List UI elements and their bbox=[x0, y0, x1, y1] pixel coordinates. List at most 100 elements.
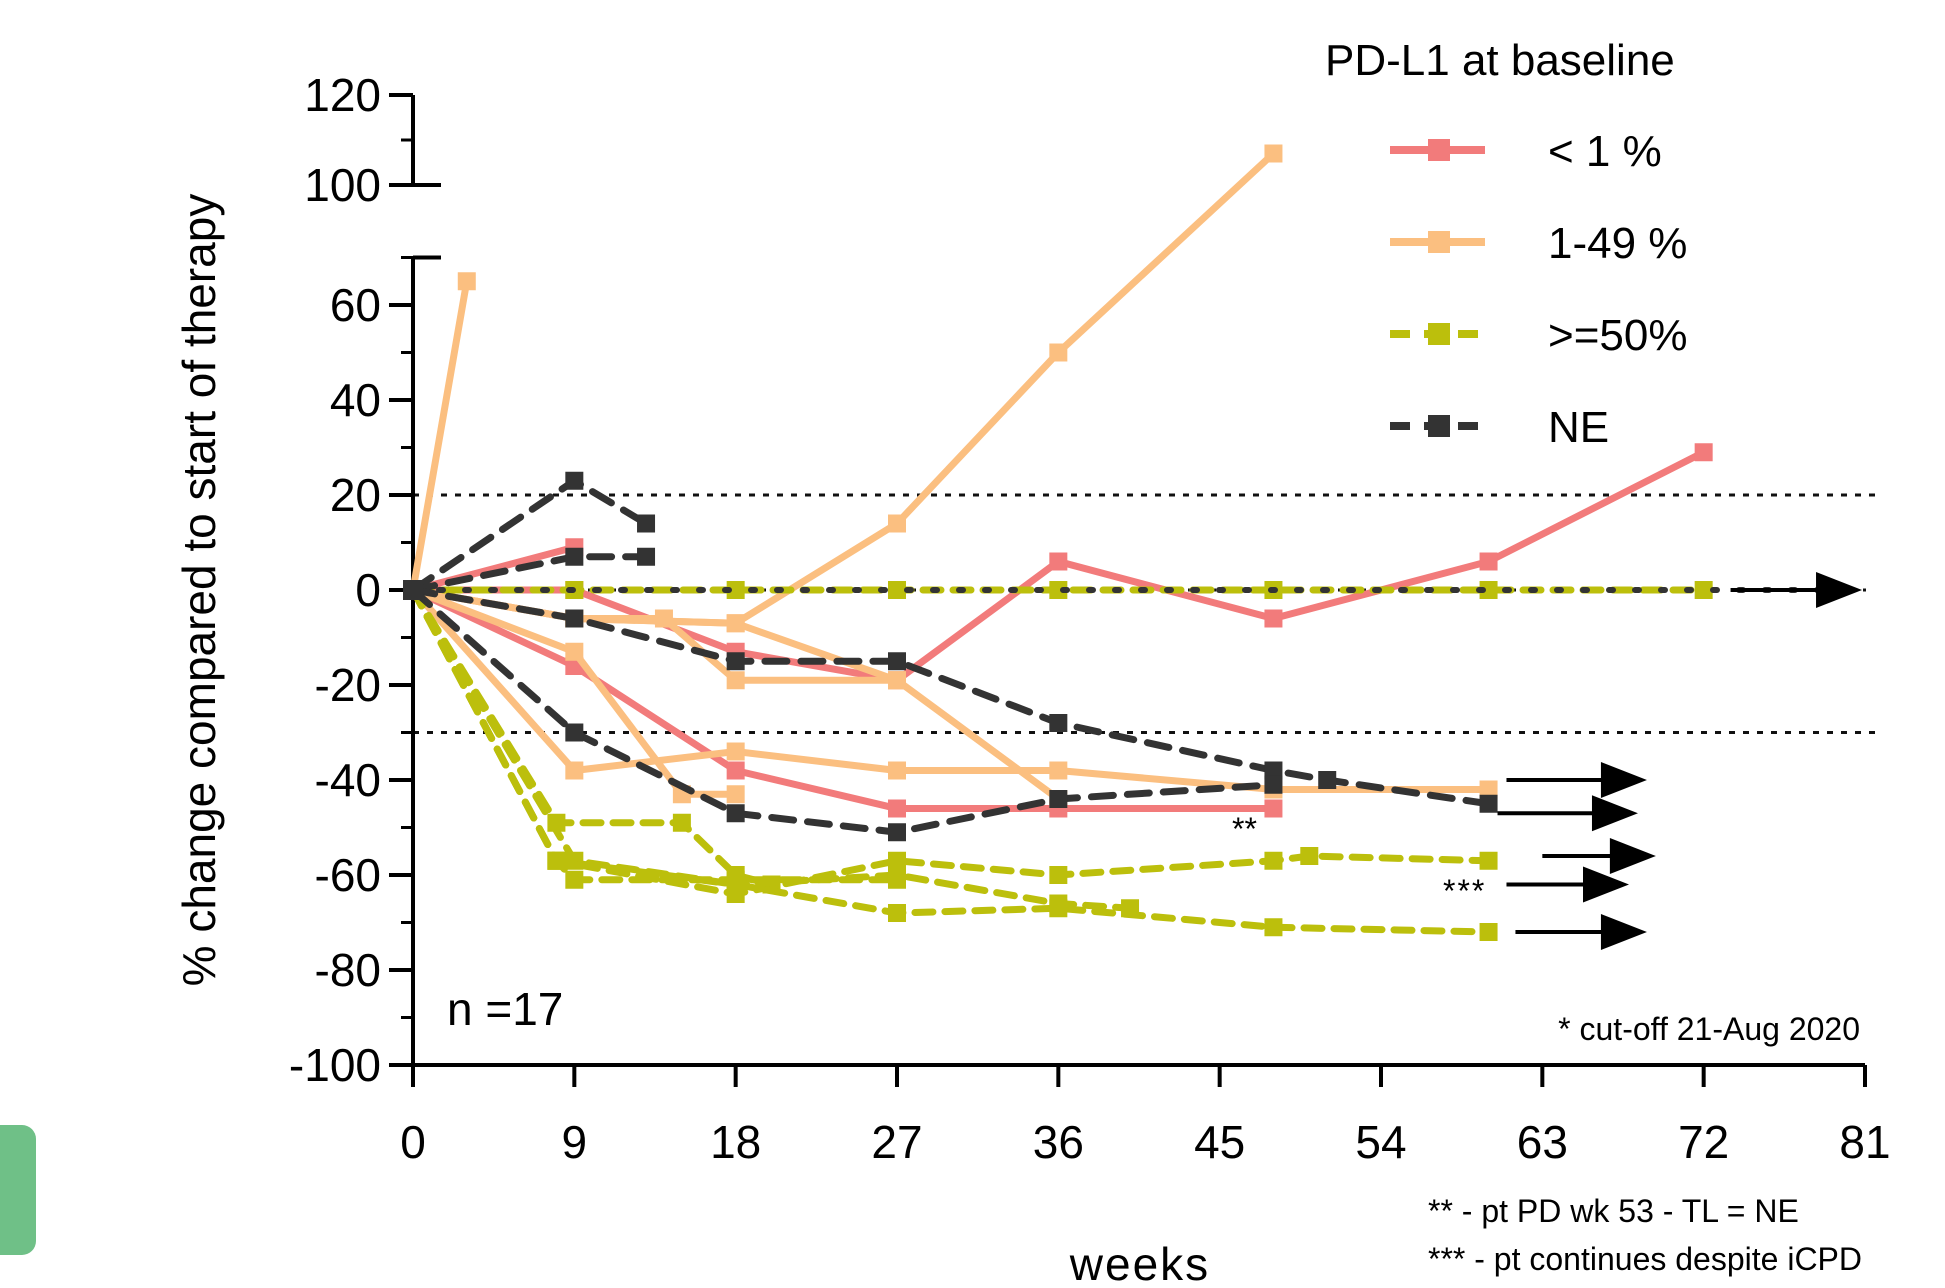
legend-entry-label: >=50% bbox=[1548, 311, 1687, 360]
x-tick-label: 36 bbox=[1033, 1116, 1084, 1168]
series-point bbox=[637, 547, 656, 566]
series-point bbox=[1264, 761, 1283, 780]
series-point bbox=[565, 471, 584, 490]
x-tick-label: 27 bbox=[871, 1116, 922, 1168]
continuation-arrow-head bbox=[1609, 838, 1656, 874]
series-point bbox=[1479, 851, 1498, 870]
series-point bbox=[1049, 866, 1068, 884]
series-point bbox=[888, 904, 906, 922]
x-axis-label: weeks bbox=[1069, 1238, 1210, 1288]
series-point bbox=[1049, 581, 1068, 599]
series-point bbox=[1479, 581, 1498, 599]
series-point bbox=[726, 785, 745, 804]
series-point bbox=[1049, 761, 1068, 780]
x-tick-label: 81 bbox=[1839, 1116, 1890, 1168]
legend-swatch-marker bbox=[1428, 415, 1450, 437]
series-point bbox=[1479, 552, 1498, 571]
series-point bbox=[1049, 552, 1068, 571]
series-line bbox=[409, 586, 901, 884]
series-point bbox=[1049, 714, 1068, 732]
series-line bbox=[409, 586, 1493, 808]
series-point bbox=[1300, 847, 1319, 865]
side-tab[interactable] bbox=[0, 1125, 36, 1255]
legend-swatch-marker bbox=[1428, 323, 1450, 345]
x-tick-label: 63 bbox=[1517, 1116, 1568, 1168]
series-point bbox=[565, 547, 584, 566]
origin-point bbox=[403, 580, 423, 600]
continuation-arrows bbox=[1497, 572, 1863, 950]
y-tick-label: -80 bbox=[315, 944, 381, 996]
series-point bbox=[888, 866, 906, 884]
series-point bbox=[565, 870, 584, 889]
y-tick-label: -40 bbox=[315, 754, 381, 806]
y-tick-label: 20 bbox=[330, 469, 381, 521]
series-line bbox=[409, 586, 1134, 912]
series-group bbox=[403, 144, 1851, 941]
footnote-2: *** - pt continues despite iCPD bbox=[1428, 1241, 1862, 1277]
series-point bbox=[1264, 918, 1283, 937]
series-point bbox=[888, 761, 906, 780]
series-point bbox=[888, 581, 906, 599]
series-point bbox=[1049, 343, 1068, 362]
n-label: n =17 bbox=[447, 983, 563, 1035]
series-point bbox=[726, 804, 745, 823]
y-tick-label: -60 bbox=[315, 849, 381, 901]
x-tick-label: 0 bbox=[400, 1116, 426, 1168]
series-line bbox=[409, 586, 1277, 836]
series-line bbox=[409, 586, 1277, 812]
legend-swatch-marker bbox=[1428, 231, 1450, 253]
cutoff-note: * cut-off 21-Aug 2020 bbox=[1558, 1011, 1860, 1047]
x-tick-label: 9 bbox=[562, 1116, 588, 1168]
series-point bbox=[888, 799, 906, 818]
continuation-arrow-head bbox=[1583, 866, 1629, 903]
series-point bbox=[565, 609, 584, 628]
series-point bbox=[726, 875, 745, 894]
series-line bbox=[409, 277, 471, 594]
series-point bbox=[565, 761, 584, 780]
series-line bbox=[409, 586, 740, 798]
series-point bbox=[888, 514, 906, 533]
series-point bbox=[888, 851, 906, 870]
double-star-annotation: ** bbox=[1232, 811, 1257, 847]
continuation-arrow-head bbox=[1591, 795, 1638, 832]
series-point bbox=[457, 272, 476, 291]
series-point bbox=[1264, 851, 1283, 870]
series-point bbox=[1479, 780, 1498, 799]
series-point bbox=[1049, 790, 1068, 808]
x-tick-label: 72 bbox=[1678, 1116, 1729, 1168]
series-point bbox=[1121, 899, 1140, 918]
y-tick-label: 100 bbox=[304, 159, 381, 211]
series-point bbox=[547, 851, 566, 870]
footnote-1: ** - pt PD wk 53 - TL = NE bbox=[1428, 1193, 1799, 1229]
x-tick-label: 18 bbox=[710, 1116, 761, 1168]
legend-entry-label: NE bbox=[1548, 403, 1609, 452]
series-point bbox=[888, 823, 906, 842]
series-line bbox=[409, 543, 578, 594]
y-tick-label: 0 bbox=[355, 564, 381, 616]
series-line bbox=[409, 586, 1493, 898]
series-point bbox=[565, 723, 584, 742]
series-point bbox=[1264, 775, 1283, 794]
series-point bbox=[1264, 144, 1283, 163]
triple-star-annotation: *** bbox=[1443, 873, 1486, 909]
series-point bbox=[1318, 771, 1337, 789]
series-point bbox=[726, 652, 745, 671]
y-tick-label: -100 bbox=[289, 1039, 381, 1091]
series-point bbox=[1694, 581, 1713, 599]
x-tick-label: 45 bbox=[1194, 1116, 1245, 1168]
y-axis-label: % change compared to start of therapy bbox=[173, 194, 225, 987]
series-point bbox=[1049, 894, 1068, 913]
reference-lines bbox=[413, 493, 1875, 734]
legend-entry-label: 1-49 % bbox=[1548, 219, 1687, 268]
continuation-arrow-head bbox=[1600, 914, 1647, 950]
x-tick-label: 54 bbox=[1355, 1116, 1406, 1168]
series-point bbox=[726, 742, 745, 761]
legend-swatch-marker bbox=[1428, 139, 1450, 161]
series-point bbox=[888, 671, 906, 690]
y-tick-label: 40 bbox=[330, 374, 381, 426]
continuation-arrow-head bbox=[1600, 762, 1647, 798]
series-point bbox=[672, 813, 691, 832]
series-point bbox=[1479, 794, 1498, 813]
series-point bbox=[565, 642, 584, 661]
